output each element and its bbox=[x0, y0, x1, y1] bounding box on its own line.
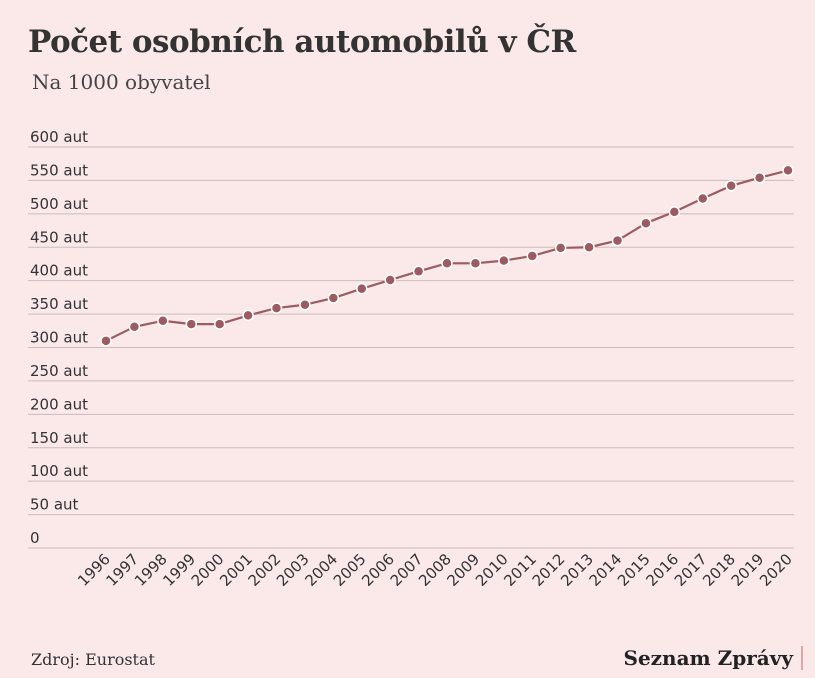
x-tick-label: 2019 bbox=[728, 550, 768, 590]
y-tick-label: 100 aut bbox=[30, 462, 88, 480]
brand-logo: Seznam Zprávy bbox=[624, 646, 803, 670]
x-tick-label: 2005 bbox=[330, 550, 370, 590]
data-point-2001 bbox=[242, 309, 254, 322]
x-tick-label: 2015 bbox=[614, 550, 654, 590]
data-point-2011 bbox=[526, 250, 538, 262]
data-point-2002 bbox=[270, 302, 283, 314]
y-tick-label: 400 aut bbox=[30, 262, 88, 280]
data-point-1999 bbox=[185, 318, 197, 330]
data-point-2005 bbox=[356, 282, 368, 295]
y-tick-label: 350 aut bbox=[30, 295, 88, 313]
x-tick-label: 1996 bbox=[74, 550, 114, 590]
data-point-2017 bbox=[697, 192, 709, 205]
y-tick-label: 550 aut bbox=[30, 161, 88, 179]
x-tick-label: 2003 bbox=[273, 550, 313, 590]
x-tick-label: 1997 bbox=[103, 550, 143, 590]
data-point-2012 bbox=[554, 242, 567, 254]
y-tick-label: 0 bbox=[30, 529, 40, 547]
chart-subtitle: Na 1000 obyvatel bbox=[32, 70, 211, 94]
x-tick-label: 2016 bbox=[642, 550, 682, 590]
data-point-2019 bbox=[753, 171, 766, 184]
data-point-2018 bbox=[725, 180, 737, 192]
x-tick-label: 2020 bbox=[756, 550, 796, 590]
y-tick-label: 250 aut bbox=[30, 362, 88, 380]
x-tick-label: 2001 bbox=[216, 550, 256, 590]
x-tick-label: 2007 bbox=[387, 550, 427, 590]
x-tick-label: 2014 bbox=[586, 550, 626, 590]
x-tick-label: 2017 bbox=[671, 550, 711, 590]
x-tick-label: 2008 bbox=[415, 550, 455, 590]
y-tick-label: 150 aut bbox=[30, 429, 88, 447]
y-tick-label: 600 aut bbox=[30, 128, 88, 146]
line-chart: 0 50 aut 100 aut 150 aut 200 aut 250 aut 300 a… bbox=[28, 128, 796, 590]
y-tick-label: 500 aut bbox=[30, 195, 88, 213]
data-point-2007 bbox=[412, 265, 425, 278]
data-point-2009 bbox=[469, 257, 482, 270]
data-point-2008 bbox=[441, 257, 453, 270]
x-tick-label: 2009 bbox=[444, 550, 484, 590]
x-tick-label: 2013 bbox=[557, 550, 597, 590]
data-point-2016 bbox=[668, 206, 681, 218]
y-tick-label: 300 aut bbox=[30, 329, 88, 347]
data-point-1998 bbox=[157, 315, 169, 327]
chart-title: Počet osobních automobilů v ČR bbox=[28, 24, 576, 60]
data-point-1997 bbox=[128, 321, 141, 333]
y-tick-label: 450 aut bbox=[30, 228, 88, 246]
data-point-2010 bbox=[498, 254, 510, 267]
x-tick-label: 2018 bbox=[699, 550, 739, 590]
x-tick-label: 2004 bbox=[301, 550, 341, 590]
y-tick-label: 50 aut bbox=[30, 496, 79, 514]
x-tick-label: 2011 bbox=[500, 550, 540, 590]
data-point-2015 bbox=[640, 217, 652, 229]
data-point-1996 bbox=[100, 335, 112, 347]
data-point-2014 bbox=[611, 234, 624, 247]
data-point-2006 bbox=[384, 274, 396, 286]
data-point-2004 bbox=[327, 292, 340, 304]
y-tick-label: 200 aut bbox=[30, 395, 88, 413]
x-tick-label: 2002 bbox=[245, 550, 285, 590]
source-note: Zdroj: Eurostat bbox=[31, 650, 155, 669]
data-point-2003 bbox=[299, 298, 311, 311]
x-tick-label: 2012 bbox=[529, 550, 569, 590]
data-point-2020 bbox=[782, 164, 794, 177]
series-line bbox=[105, 169, 789, 342]
x-tick-label: 2010 bbox=[472, 550, 512, 590]
data-point-2013 bbox=[583, 241, 595, 253]
x-tick-label: 2000 bbox=[188, 550, 228, 590]
x-tick-label: 2006 bbox=[358, 550, 398, 590]
x-tick-label: 1998 bbox=[131, 550, 171, 590]
data-point-2000 bbox=[213, 318, 226, 330]
x-tick-label: 1999 bbox=[159, 550, 199, 590]
